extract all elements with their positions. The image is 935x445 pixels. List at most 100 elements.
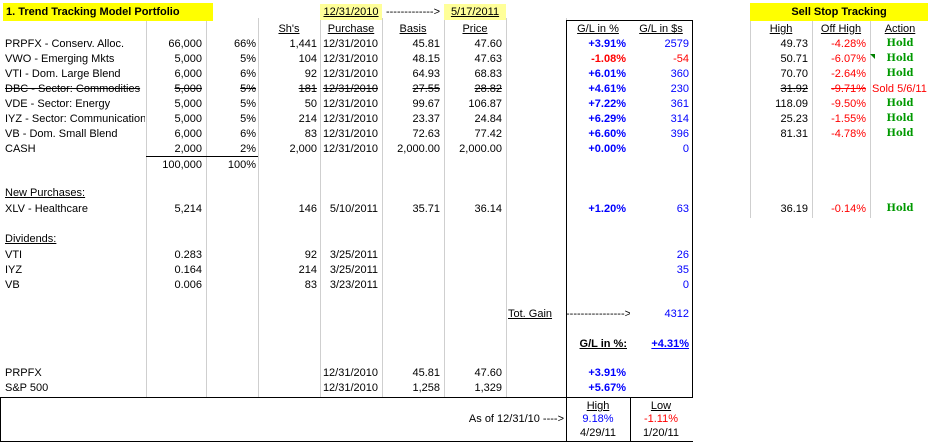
grid-line xyxy=(870,18,871,218)
total-amount: 100,000 xyxy=(162,159,202,171)
stop-action: Hold xyxy=(886,113,914,124)
holding-shares: 214 xyxy=(298,113,317,125)
holding-basis: 64.93 xyxy=(412,68,440,80)
holding-price: 2,000.00 xyxy=(459,143,502,155)
holding-pct: 66% xyxy=(233,38,256,50)
new-purchase-name: XLV - Healthcare xyxy=(5,203,88,215)
dividend-gl-usd: 0 xyxy=(682,279,689,291)
stop-action: Sold 5/6/11 xyxy=(872,83,927,95)
stop-high: 70.70 xyxy=(780,68,808,80)
holding-purchase-date: 12/31/2010 xyxy=(322,68,378,80)
holding-pct: 6% xyxy=(240,68,256,80)
dividend-shares: 83 xyxy=(304,279,317,291)
holding-amount: 6,000 xyxy=(174,68,202,80)
dividend-date: 3/25/2011 xyxy=(329,264,378,276)
dividend-amount: 0.283 xyxy=(174,249,202,261)
holding-name: IYZ - Sector: Communications xyxy=(5,113,145,125)
tot-gain-label: Tot. Gain xyxy=(508,308,553,320)
date-arrow: -------------> xyxy=(385,6,441,18)
holding-purchase-date: 12/31/2010 xyxy=(322,143,378,155)
stop-action: Hold xyxy=(886,98,914,109)
holding-shares: 50 xyxy=(304,98,317,110)
stop-high: 25.23 xyxy=(780,113,808,125)
dividend-amount: 0.164 xyxy=(174,264,202,276)
benchmark-gl-pct: +5.67% xyxy=(588,382,626,394)
low-value: -1.11% xyxy=(643,413,679,425)
new-purchase-price: 36.14 xyxy=(474,203,502,215)
high-date: 4/29/11 xyxy=(580,427,616,439)
holding-amount: 5,000 xyxy=(174,83,202,95)
holding-price: 68.83 xyxy=(474,68,502,80)
benchmark-date: 12/31/2010 xyxy=(322,367,378,379)
dividend-shares: 92 xyxy=(304,249,317,261)
holding-price: 77.42 xyxy=(474,128,502,140)
high-label: High xyxy=(586,400,610,412)
header-basis: Basis xyxy=(399,23,427,35)
holding-amount: 5,000 xyxy=(174,113,202,125)
new-stop-high: 36.19 xyxy=(780,203,808,215)
new-stop-off-high: -0.14% xyxy=(831,203,866,215)
holding-amount: 5,000 xyxy=(174,98,202,110)
holding-shares: 2,000 xyxy=(289,143,317,155)
highlow-border-mid2 xyxy=(630,397,631,442)
new-stop-action: Hold xyxy=(886,203,914,214)
tot-gain-value: 4312 xyxy=(664,308,689,320)
benchmark-date: 12/31/2010 xyxy=(322,382,378,394)
new-purchase-basis: 35.71 xyxy=(412,203,440,215)
holding-shares: 83 xyxy=(304,128,317,140)
holding-gl-pct: +3.91% xyxy=(588,38,626,50)
stop-off-high: -9.50% xyxy=(831,98,866,110)
grid-line xyxy=(320,18,321,398)
holding-gl-pct: +4.61% xyxy=(588,83,626,95)
total-pct: 100% xyxy=(227,159,256,171)
dividend-date: 3/23/2011 xyxy=(329,279,378,291)
holding-gl-pct: +6.60% xyxy=(588,128,626,140)
dividend-name: VTI xyxy=(5,249,23,261)
holding-gl-usd: -54 xyxy=(673,53,689,65)
holding-shares: 1,441 xyxy=(289,38,317,50)
header-shares: Sh's xyxy=(278,23,300,35)
holding-name: DBC - Sector: Commodities xyxy=(5,83,141,95)
holding-name: VDE - Sector: Energy xyxy=(5,98,111,110)
benchmark-price: 1,329 xyxy=(474,382,502,394)
holding-amount: 2,000 xyxy=(174,143,202,155)
holding-pct: 5% xyxy=(240,113,256,125)
holding-name: CASH xyxy=(5,143,36,155)
tot-gain-arrow: ----------------> xyxy=(566,308,630,320)
benchmark-name: PRPFX xyxy=(5,367,42,379)
grid-line xyxy=(206,18,207,398)
holding-gl-pct: +0.00% xyxy=(588,143,626,155)
holding-gl-pct: -1.08% xyxy=(591,53,626,65)
dividend-amount: 0.006 xyxy=(174,279,202,291)
new-purchase-gl-usd: 63 xyxy=(676,203,689,215)
holding-name: VB - Dom. Small Blend xyxy=(5,128,118,140)
holding-gl-usd: 0 xyxy=(682,143,689,155)
holding-pct: 5% xyxy=(240,98,256,110)
holding-amount: 66,000 xyxy=(168,38,202,50)
new-purchase-gl-pct: +1.20% xyxy=(588,203,626,215)
holding-gl-usd: 230 xyxy=(670,83,689,95)
holding-purchase-date: 12/31/2010 xyxy=(322,83,378,95)
header-action: Action xyxy=(884,23,916,35)
holding-gl-usd: 361 xyxy=(670,98,689,110)
comment-indicator-icon xyxy=(870,54,875,59)
header-off-high: Off High xyxy=(820,23,862,35)
stop-high: 50.71 xyxy=(780,53,808,65)
header-purchase: Purchase xyxy=(327,23,375,35)
benchmark-gl-pct: +3.91% xyxy=(588,367,626,379)
holding-basis: 27.55 xyxy=(412,83,440,95)
header-high: High xyxy=(769,23,793,35)
holding-basis: 99.67 xyxy=(412,98,440,110)
holding-purchase-date: 12/31/2010 xyxy=(322,38,378,50)
holding-price: 47.63 xyxy=(474,53,502,65)
holding-purchase-date: 12/31/2010 xyxy=(322,128,378,140)
holding-pct: 6% xyxy=(240,128,256,140)
dividend-date: 3/25/2011 xyxy=(329,249,378,261)
end-date: 5/17/2011 xyxy=(444,4,506,20)
holding-shares: 92 xyxy=(304,68,317,80)
grid-line xyxy=(444,18,445,398)
benchmark-basis: 45.81 xyxy=(412,367,440,379)
holding-price: 28.82 xyxy=(474,83,502,95)
dividend-gl-usd: 26 xyxy=(676,249,689,261)
dividend-name: VB xyxy=(5,279,20,291)
